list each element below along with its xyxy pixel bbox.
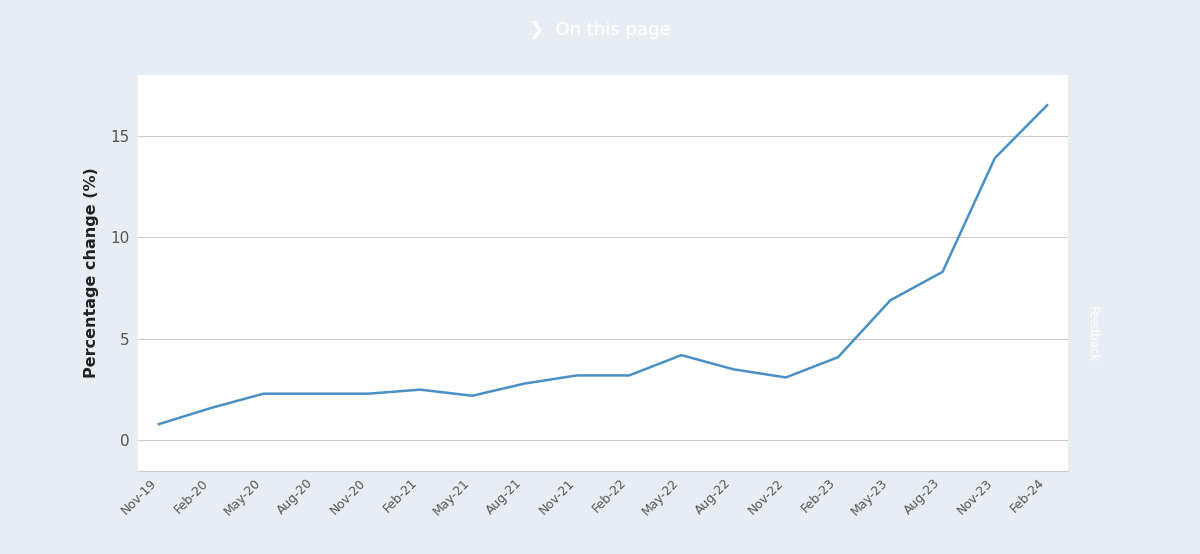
Y-axis label: Percentage change (%): Percentage change (%)	[84, 167, 100, 378]
Text: ❯  On this page: ❯ On this page	[529, 21, 671, 39]
Text: Feedback: Feedback	[1086, 306, 1099, 362]
